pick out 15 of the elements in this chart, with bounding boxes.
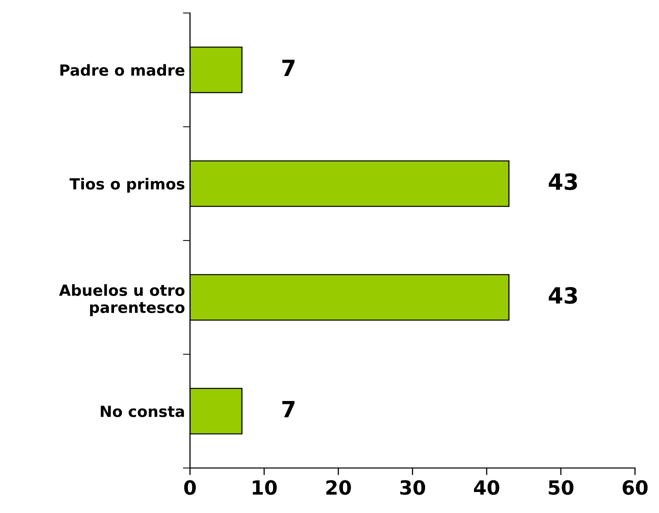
y-tick-label: No consta xyxy=(100,406,184,418)
x-tick-label: 40 xyxy=(474,480,500,495)
x-tick-label: 30 xyxy=(400,480,426,495)
x-tick-label: 50 xyxy=(548,480,574,495)
x-tick-label: 20 xyxy=(326,480,351,495)
data-label: 43 xyxy=(548,173,577,190)
data-label: 7 xyxy=(282,60,294,76)
x-tick-label: 10 xyxy=(252,480,277,495)
y-tick-label: Abuelos u otro parentesco xyxy=(59,284,184,316)
y-tick-label: Tios o primos xyxy=(70,178,184,193)
x-tick-label: 60 xyxy=(622,480,648,495)
y-tick-label: Padre o madre xyxy=(60,64,184,76)
data-label: 7 xyxy=(282,401,294,418)
x-tick-label: 0 xyxy=(184,480,196,495)
data-label: 43 xyxy=(548,287,577,304)
